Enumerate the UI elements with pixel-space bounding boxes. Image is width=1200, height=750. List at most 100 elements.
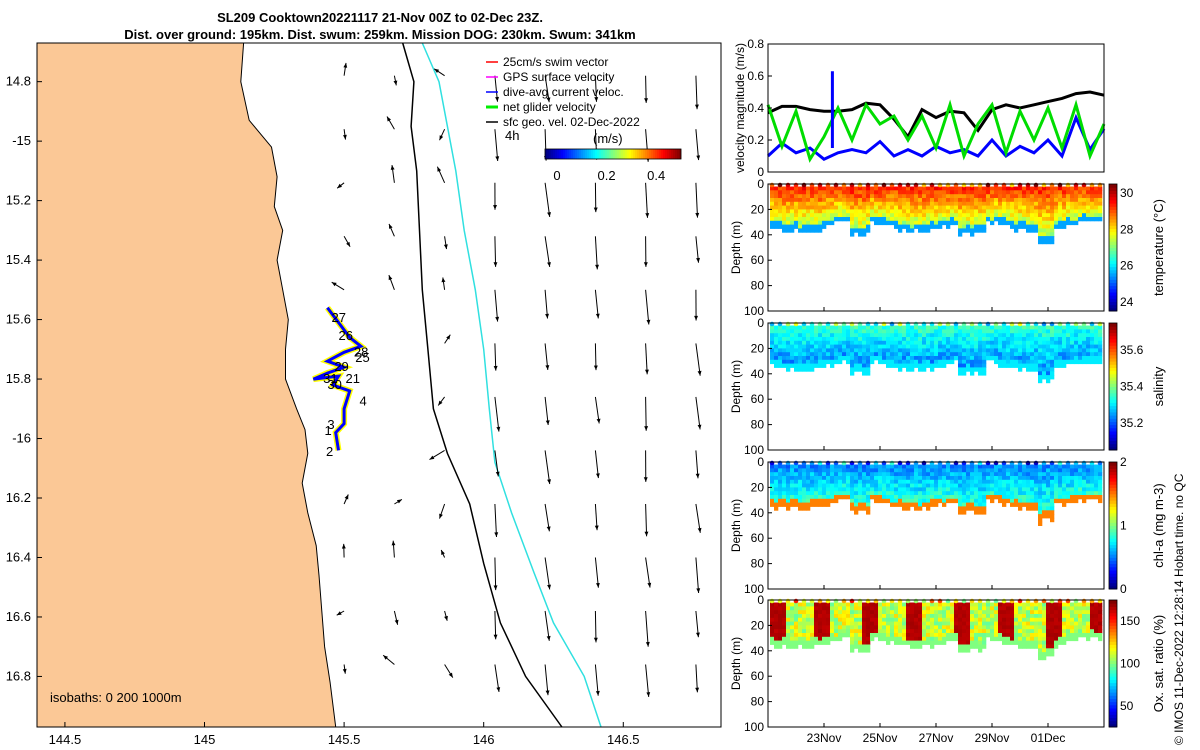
profile-cell (806, 464, 811, 469)
profile-cell (1006, 344, 1011, 349)
profile-cell (962, 479, 967, 485)
profile-cell (994, 468, 999, 473)
profile-cell (822, 468, 827, 473)
profile-cell (906, 194, 911, 199)
profile-cell (1066, 476, 1071, 481)
profile-cell (834, 606, 839, 611)
profile-cell (990, 340, 995, 346)
profile-cell (802, 502, 807, 507)
profile-cell (1022, 610, 1027, 615)
profile-cell (774, 220, 779, 226)
profile-cell (842, 198, 847, 203)
profile-cell (898, 348, 903, 353)
profile-cell (1002, 487, 1007, 492)
profile-cell (926, 352, 931, 357)
profile-cell (858, 617, 863, 623)
profile-cell (1062, 610, 1067, 615)
profile-cell (970, 359, 975, 365)
profile-cell (1002, 201, 1007, 207)
profile-cell (930, 340, 935, 346)
profile-cell (1026, 220, 1031, 226)
profile-colorbar-cell (1109, 688, 1117, 693)
profile-cell (806, 340, 811, 346)
profile-cell (898, 344, 903, 349)
profile-cell (1078, 491, 1083, 496)
profile-cell (854, 476, 859, 481)
profile-cell (810, 625, 815, 630)
profile-cell (870, 340, 875, 346)
profile-cell (990, 344, 995, 349)
profile-cell (790, 333, 795, 338)
profile-cell (898, 224, 903, 229)
profile-cell (942, 348, 947, 353)
profile-cell (926, 190, 931, 195)
profile-cell (818, 359, 823, 365)
legend-label: dive-avg current veloc. (503, 85, 624, 99)
profile-cell (950, 348, 955, 353)
profile-cell (1098, 621, 1103, 626)
profile-cell (866, 186, 871, 191)
profile-cell (982, 352, 987, 357)
profile-cell (906, 483, 911, 488)
profile-cell (1046, 606, 1051, 611)
profile-cell (790, 468, 795, 473)
profile-cell (802, 476, 807, 481)
profile-colorbar-cell (1109, 193, 1117, 198)
profile-cell (942, 498, 947, 504)
profile-cell (966, 648, 971, 653)
profile-cell (922, 194, 927, 199)
profile-cell (1006, 348, 1011, 353)
profile-cell (854, 359, 859, 365)
profile-cell (1078, 340, 1083, 346)
profile-cell (918, 337, 923, 342)
profile-cell (954, 610, 959, 615)
profile-cell (986, 468, 991, 473)
profile-colorbar-cell (1109, 609, 1117, 614)
profile-cell (1054, 186, 1059, 191)
profile-cell (986, 333, 991, 338)
profile-cell (838, 468, 843, 473)
profile-cell (978, 186, 983, 191)
profile-cell (1034, 476, 1039, 481)
profile-cell (1022, 337, 1027, 342)
profile-cell (970, 329, 975, 334)
profile-cell (1030, 337, 1035, 342)
colorbar-cell (669, 149, 672, 159)
profile-cell (814, 472, 819, 477)
profile-cell (1030, 356, 1035, 361)
profile-cell (826, 352, 831, 357)
profile-cell (794, 220, 799, 226)
profile-cell (926, 617, 931, 623)
profile-colorbar-label: Ox. sat. ratio (%) (1151, 615, 1166, 713)
profile-cell (846, 606, 851, 611)
profile-cell (834, 213, 839, 218)
profile-cell (1050, 359, 1055, 365)
profile-cell (1022, 602, 1027, 607)
profile-cell (1086, 333, 1091, 338)
profile-cell (1094, 209, 1099, 214)
profile-cell (1090, 329, 1095, 334)
profile-surface-dot (985, 598, 991, 604)
profile-cell (774, 363, 779, 368)
profile-cell (886, 614, 891, 619)
profile-colorbar-cell (1109, 484, 1117, 488)
profile-cell (1058, 344, 1063, 349)
profile-cell (970, 228, 975, 233)
profile-cell (934, 491, 939, 496)
profile-cell (774, 329, 779, 334)
profile-surface-dot (929, 182, 935, 188)
profile-cell (866, 352, 871, 357)
profile-cell (790, 209, 795, 214)
profile-cell (830, 337, 835, 342)
profile-cell (994, 352, 999, 357)
profile-surface-dot (1057, 182, 1063, 188)
profile-cell (866, 602, 871, 607)
profile-surface-dot (833, 598, 839, 604)
profile-cell (950, 606, 955, 611)
profile-cell (950, 186, 955, 191)
profile-cell (1098, 217, 1103, 222)
profile-cell (798, 198, 803, 203)
profile-surface-dot (905, 598, 911, 604)
profile-colorbar-cell (1109, 638, 1117, 642)
profile-cell (926, 640, 931, 645)
